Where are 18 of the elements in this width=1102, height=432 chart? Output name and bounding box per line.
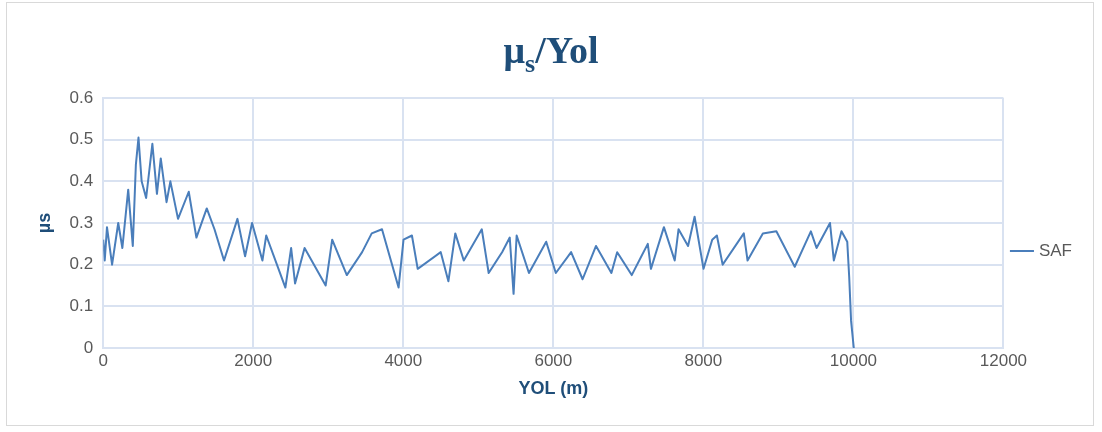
y-tick-label: 0.1 xyxy=(69,296,94,316)
x-tick-label: 2000 xyxy=(234,350,273,370)
chart-title: μ$_{s}$/Yol xyxy=(502,28,600,79)
y-tick-label: 0.6 xyxy=(69,87,94,107)
x-tick-label: 0 xyxy=(98,350,108,370)
x-axis-title: YOL (m) xyxy=(518,378,589,399)
y-tick-label: 0.4 xyxy=(69,171,94,191)
y-axis-title: µs xyxy=(33,212,54,234)
legend-label: SAF xyxy=(1038,240,1072,260)
y-tick-label: 0 xyxy=(83,337,94,357)
x-tick-label: 10000 xyxy=(829,350,878,370)
y-tick-label: 0.2 xyxy=(69,254,94,274)
x-tick-label: 8000 xyxy=(684,350,723,370)
y-tick-label: 0.3 xyxy=(69,212,94,232)
y-tick-label: 0.5 xyxy=(69,129,94,149)
x-tick-label: 6000 xyxy=(534,350,573,370)
x-tick-label: 12000 xyxy=(979,350,1028,370)
x-tick-label: 4000 xyxy=(384,350,423,370)
